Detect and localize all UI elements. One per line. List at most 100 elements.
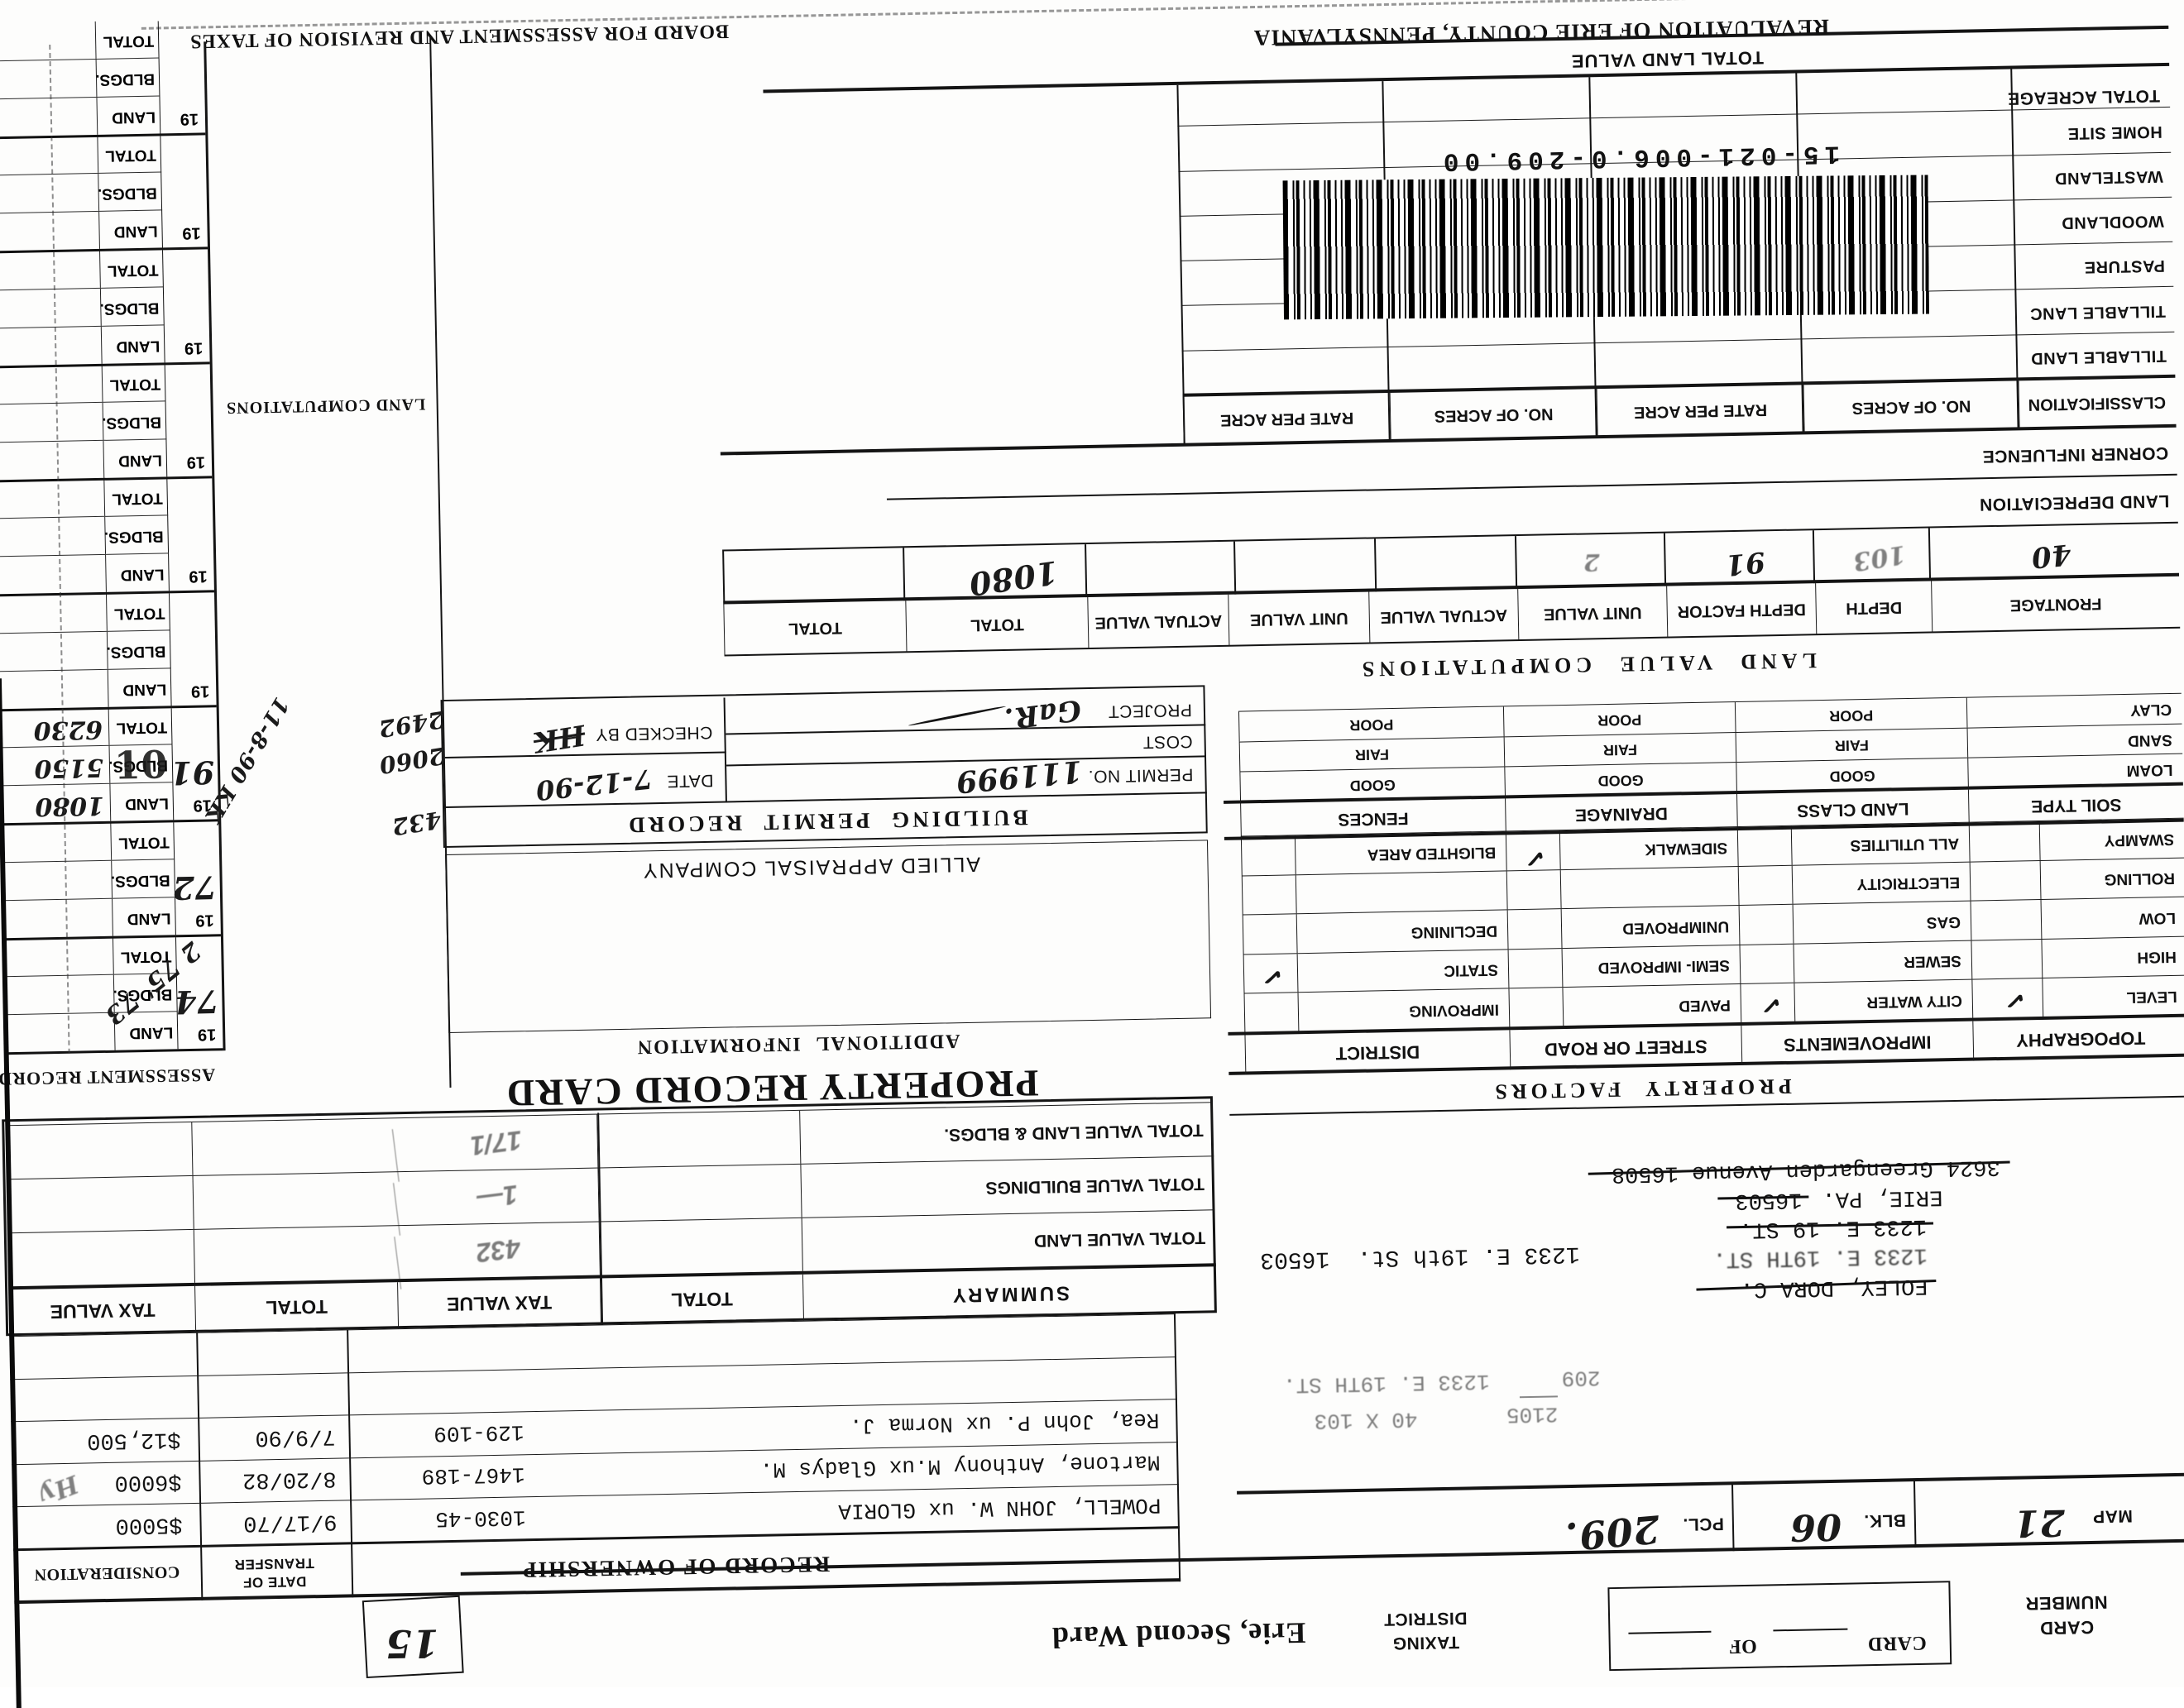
soil-col-fences: FENCES	[1240, 798, 1506, 839]
map-blk-divider	[1913, 1480, 1917, 1548]
summary-row-label: TOTAL VALUE LAND & BLDGS.	[799, 1103, 1214, 1164]
deed-book-page: 129-109	[433, 1419, 524, 1447]
assessment-year-cell: 19	[168, 592, 217, 706]
assessment-group: 19 72 LAND BLDGS. TOTAL	[1, 821, 221, 940]
no-of-acres-header-2: NO. OF ACRES	[1389, 389, 1597, 441]
side-value-2492: 2492	[376, 705, 447, 743]
card-number-label: CARD NUMBER	[2024, 1591, 2108, 1639]
factors-rows: LEVEL CITY WATER PAVED IMPROVING HIGH SE…	[1240, 818, 2184, 1033]
lvc-column-header: ACTUAL VALUE	[1368, 589, 1519, 643]
blk-label: BLK.	[1863, 1510, 1907, 1531]
factors-col-street: STREET OR ROAD	[1509, 1025, 1742, 1070]
improvements-check-cell	[1737, 865, 1793, 906]
assessment-row-total: TOTAL	[1, 821, 175, 862]
assessment-row-bldgs: BLDGS.	[0, 514, 170, 557]
land-label: LAND	[124, 794, 170, 813]
district-option: IMPROVING	[1297, 988, 1510, 1032]
taxing-district-label: TAXING DISTRICT	[1383, 1608, 1468, 1653]
owner-name: POWELL, JOHN W. ux GLORIA	[838, 1492, 1161, 1524]
side-value-432: 432	[390, 806, 443, 841]
soil-rows: LOAM GOOD GOOD GOOD SAND FAIR FAIR FAIR …	[1238, 692, 2183, 802]
improvements-option: ALL UTILITIES	[1790, 823, 1970, 865]
year-handwritten: 74	[174, 983, 219, 1021]
drainage-grade: POOR	[1502, 702, 1736, 737]
year-prefix: 19	[182, 223, 201, 243]
total-value: 6230	[33, 715, 103, 745]
drainage-grade: FAIR	[1503, 732, 1736, 767]
topography-option: SWAMPY	[2038, 819, 2184, 861]
rate-per-acre-header-1: RATE PER ACRE	[1596, 385, 1804, 438]
total-value	[0, 57, 90, 59]
assessment-row-bldgs: BLDGS.	[0, 171, 163, 213]
assessment-year-cell: 19	[162, 249, 210, 363]
improvements-check-cell	[1739, 944, 1794, 984]
lvc-v5	[1373, 538, 1377, 592]
summary-col-taxvalue-2: TAX VALUE	[50, 1299, 156, 1323]
topography-check-cell	[1969, 861, 2041, 902]
factors-col-topography: TOPOGRAPHY	[1972, 1017, 2184, 1061]
land-label: LAND	[113, 222, 158, 241]
card-of-box	[1607, 1581, 1952, 1672]
bldgs-label: BLDGS.	[99, 299, 160, 318]
consideration-scribble: Hy	[36, 1469, 83, 1510]
soil-col-drainage: DRAINAGE	[1505, 794, 1737, 834]
mailing-city: ERIE, PA.	[1822, 1184, 1943, 1212]
map-label: MAP	[2092, 1506, 2134, 1526]
street-option	[1559, 867, 1739, 909]
year-stamp: 10	[113, 742, 169, 788]
faint-pcl-number: 209	[1561, 1365, 1601, 1391]
assessment-group: 19 LAND BLDGS. TOTAL	[0, 20, 206, 140]
assessment-row-bldgs: BLDGS.	[0, 57, 160, 99]
lvc-column-header: TOTAL	[723, 600, 907, 656]
bldgs-value: 5150	[34, 753, 104, 783]
year-handwritten: 72	[171, 868, 218, 907]
rate-per-acre-header-2: RATE PER ACRE	[1182, 392, 1391, 445]
assessment-group: 19 LAND BLDGS. TOTAL	[0, 363, 213, 483]
side-value-2060: 2060	[376, 741, 448, 779]
lvc-column-header: DEPTH FACTOR	[1666, 583, 1817, 638]
lvc-column-header: TOTAL	[905, 597, 1089, 653]
assessment-rows: LAND BLDGS. TOTAL	[0, 250, 165, 366]
improvements-option: SEWER	[1793, 940, 1972, 983]
assessment-rows: LAND BLDGS. TOTAL	[0, 136, 163, 251]
check-level: ✓	[2003, 983, 2028, 1017]
assessment-year-cell: 19	[164, 364, 213, 477]
mailing-zip: 16503	[1735, 1186, 1803, 1213]
assessment-row-land: LAND	[0, 667, 172, 710]
land-value	[0, 133, 91, 135]
land-value	[0, 476, 98, 478]
improvements-option: CITY WATER	[1794, 980, 1973, 1022]
ownership-title: RECORD OF OWNERSHIP	[520, 1552, 831, 1583]
land-value	[3, 706, 103, 707]
transfer-date: 9/17/70	[242, 1508, 338, 1535]
total-value	[0, 171, 92, 173]
land-computations-title: LAND COMPUTATIONS	[225, 395, 426, 417]
assessment-rows: LAND BLDGS. TOTAL	[0, 479, 170, 595]
property-record-card-title: PROPERTY RECORD CARD	[505, 1062, 1040, 1115]
district-option: BLIGHTED AREA	[1294, 831, 1506, 875]
lvc-data-rule	[722, 521, 2178, 552]
lvc-frontage-value: 40	[2029, 537, 2073, 575]
transfer-date: 8/20/82	[242, 1466, 337, 1493]
lvc-column-header: UNIT VALUE	[1517, 586, 1668, 641]
assessment-group: 19 LAND BLDGS. TOTAL	[0, 249, 210, 369]
total-land-value-label: TOTAL LAND VALUE	[1570, 47, 1765, 72]
owner-name: Martone, Anthony M.ux Gladys M.	[759, 1449, 1161, 1483]
land-depreciation-label: LAND DEPRECIATION	[1979, 490, 2170, 514]
year-prefix: 19	[197, 1025, 217, 1044]
street-check-cell	[1507, 949, 1563, 988]
summary-col-total-2: TOTAL	[194, 1282, 399, 1332]
acreage-row-label: PASTURE	[2084, 256, 2166, 277]
bldgs-value	[0, 209, 93, 211]
assessment-row-total: TOTAL 6230	[0, 707, 172, 748]
assessment-row-total: TOTAL	[0, 363, 166, 404]
bldgs-label: BLDGS.	[102, 413, 162, 432]
topography-option: LOW	[2040, 897, 2184, 939]
total-label: TOTAL	[112, 489, 163, 509]
topography-option: LEVEL	[2042, 976, 2184, 1017]
check-sidewalk: ✓	[1523, 842, 1547, 873]
topography-check-cell	[1968, 821, 2040, 862]
topography-option: ROLLING	[2039, 858, 2184, 900]
